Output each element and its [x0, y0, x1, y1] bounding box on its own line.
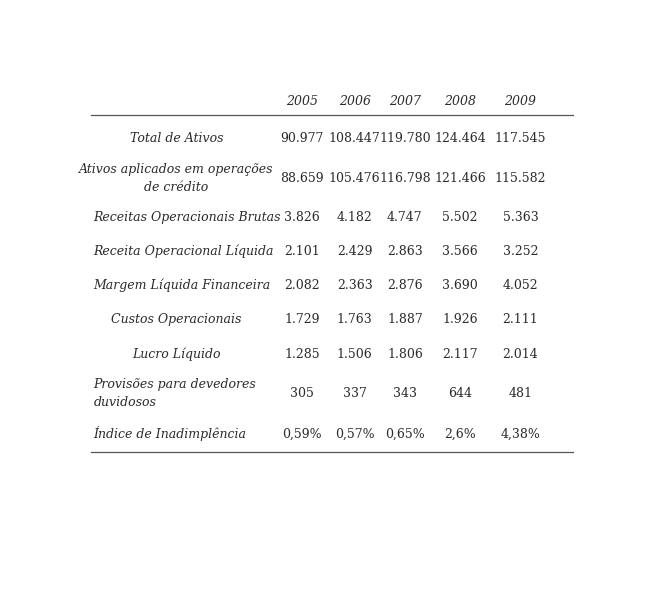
Text: 115.582: 115.582 — [494, 171, 546, 185]
Text: 305: 305 — [290, 387, 314, 400]
Text: Margem Líquida Financeira: Margem Líquida Financeira — [93, 279, 271, 292]
Text: 108.447: 108.447 — [329, 132, 380, 145]
Text: 481: 481 — [509, 387, 533, 400]
Text: 5.502: 5.502 — [443, 211, 478, 224]
Text: 4.747: 4.747 — [387, 211, 422, 224]
Text: 1.506: 1.506 — [337, 348, 373, 361]
Text: 119.780: 119.780 — [379, 132, 431, 145]
Text: 124.464: 124.464 — [434, 132, 486, 145]
Text: 1.763: 1.763 — [337, 313, 373, 326]
Text: 1.806: 1.806 — [387, 348, 423, 361]
Text: 2.876: 2.876 — [387, 279, 422, 292]
Text: 121.466: 121.466 — [434, 171, 486, 185]
Text: 0,59%: 0,59% — [282, 427, 322, 440]
Text: 1.729: 1.729 — [284, 313, 319, 326]
Text: 2.014: 2.014 — [503, 348, 538, 361]
Text: 90.977: 90.977 — [281, 132, 323, 145]
Text: 1.285: 1.285 — [284, 348, 319, 361]
Text: 4.182: 4.182 — [337, 211, 373, 224]
Text: Ativos aplicados em operações
de crédito: Ativos aplicados em operações de crédito — [79, 162, 273, 193]
Text: Lucro Líquido: Lucro Líquido — [132, 347, 221, 361]
Text: 5.363: 5.363 — [503, 211, 538, 224]
Text: 4,38%: 4,38% — [500, 427, 540, 440]
Text: Custos Operacionais: Custos Operacionais — [111, 313, 242, 326]
Text: 3.826: 3.826 — [284, 211, 320, 224]
Text: 0,65%: 0,65% — [385, 427, 425, 440]
Text: 2008: 2008 — [444, 95, 476, 108]
Text: 2009: 2009 — [504, 95, 537, 108]
Text: 1.887: 1.887 — [387, 313, 422, 326]
Text: 343: 343 — [393, 387, 417, 400]
Text: 2.429: 2.429 — [337, 245, 373, 258]
Text: 2,6%: 2,6% — [445, 427, 476, 440]
Text: 2.117: 2.117 — [443, 348, 478, 361]
Text: 4.052: 4.052 — [503, 279, 538, 292]
Text: 3.566: 3.566 — [443, 245, 478, 258]
Text: 116.798: 116.798 — [379, 171, 431, 185]
Text: Total de Ativos: Total de Ativos — [130, 132, 223, 145]
Text: 2.111: 2.111 — [503, 313, 538, 326]
Text: 1.926: 1.926 — [443, 313, 478, 326]
Text: 105.476: 105.476 — [329, 171, 380, 185]
Text: 0,57%: 0,57% — [335, 427, 375, 440]
Text: 2006: 2006 — [339, 95, 371, 108]
Text: 2.863: 2.863 — [387, 245, 422, 258]
Text: 337: 337 — [343, 387, 367, 400]
Text: Receita Operacional Líquida: Receita Operacional Líquida — [93, 245, 274, 258]
Text: 2.363: 2.363 — [337, 279, 373, 292]
Text: 3.690: 3.690 — [443, 279, 478, 292]
Text: 644: 644 — [448, 387, 472, 400]
Text: 88.659: 88.659 — [280, 171, 324, 185]
Text: Provisões para devedores
duvidosos: Provisões para devedores duvidosos — [93, 378, 257, 409]
Text: Receitas Operacionais Brutas: Receitas Operacionais Brutas — [93, 211, 281, 224]
Text: 2005: 2005 — [286, 95, 318, 108]
Text: 2.101: 2.101 — [284, 245, 320, 258]
Text: 3.252: 3.252 — [503, 245, 538, 258]
Text: Índice de Inadimplência: Índice de Inadimplência — [93, 426, 246, 441]
Text: 2007: 2007 — [389, 95, 421, 108]
Text: 117.545: 117.545 — [494, 132, 546, 145]
Text: 2.082: 2.082 — [284, 279, 319, 292]
